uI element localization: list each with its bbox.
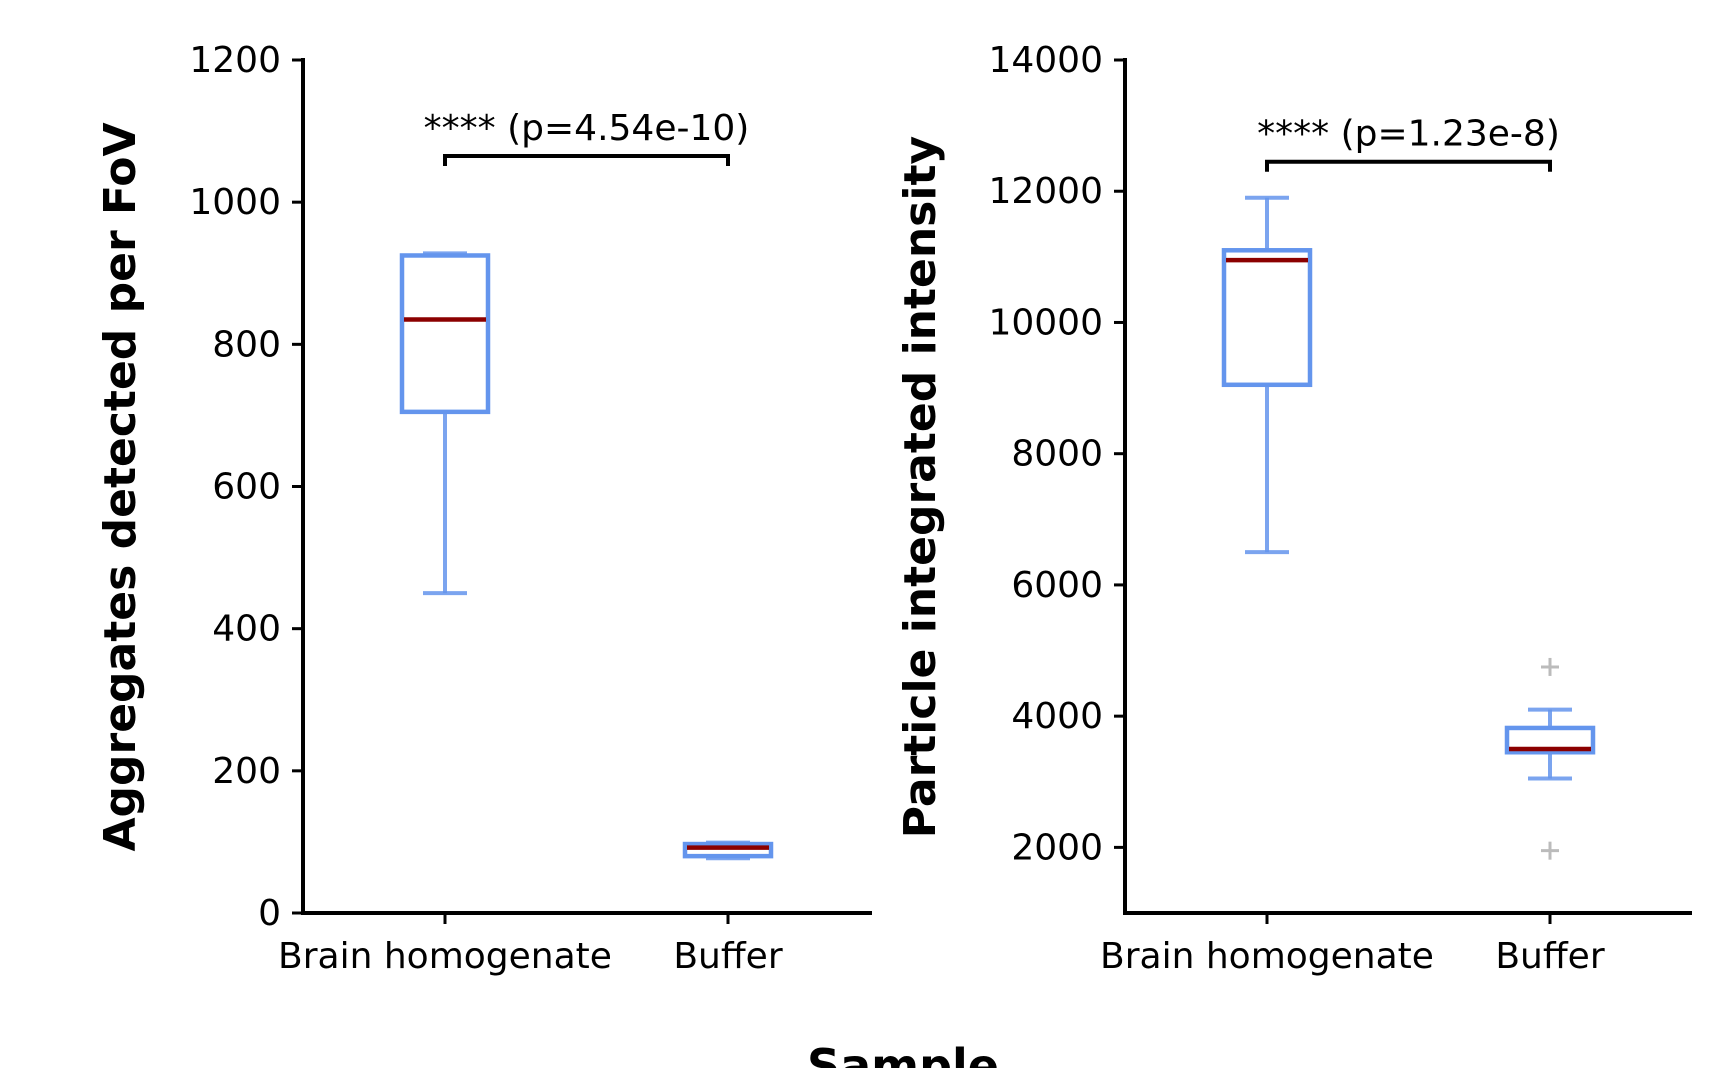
outlier-point bbox=[1541, 657, 1559, 676]
y-tick-label: 4000 bbox=[1011, 696, 1103, 737]
significance-label: **** (p=4.54e-10) bbox=[424, 108, 750, 149]
y-axis-label: Aggregates detected per FoV bbox=[95, 122, 146, 851]
x-tick-label: Brain homogenate bbox=[278, 936, 612, 977]
y-tick-label: 200 bbox=[212, 751, 281, 792]
x-tick-label: Buffer bbox=[1495, 936, 1604, 977]
x-tick-label: Brain homogenate bbox=[1100, 936, 1434, 977]
y-tick-label: 8000 bbox=[1011, 434, 1103, 475]
y-tick-label: 6000 bbox=[1011, 565, 1103, 606]
intensity-panel: 2000 4000 6000 8000 10000 12000 14000 Brain hom… bbox=[895, 40, 1692, 977]
y-tick-label: 600 bbox=[212, 467, 281, 508]
y-tick-label: 1000 bbox=[189, 182, 281, 223]
aggregates-panel: 0 200 400 600 800 1000 1200 Brain homogenate Buf… bbox=[95, 40, 872, 977]
y-tick-label: 10000 bbox=[988, 302, 1103, 343]
box-iqr bbox=[399, 253, 491, 415]
shared-x-axis-label: Sample bbox=[807, 1039, 999, 1068]
outlier-point bbox=[1541, 841, 1559, 860]
box-iqr bbox=[1504, 725, 1596, 755]
significance-bracket bbox=[1265, 159, 1552, 172]
significance-bracket bbox=[443, 153, 730, 166]
y-tick-label: 14000 bbox=[988, 40, 1103, 81]
box-iqr bbox=[1221, 248, 1313, 388]
y-tick-label: 12000 bbox=[988, 171, 1103, 212]
y-tick-label: 400 bbox=[212, 609, 281, 650]
y-tick-label: 800 bbox=[212, 324, 281, 365]
box-iqr bbox=[682, 841, 774, 859]
y-tick-label: 0 bbox=[258, 893, 281, 934]
significance-label: **** (p=1.23e-8) bbox=[1257, 114, 1560, 155]
x-tick-label: Buffer bbox=[673, 936, 782, 977]
y-tick-label: 1200 bbox=[189, 40, 281, 81]
y-axis-label: Particle integrated intensity bbox=[895, 136, 946, 838]
y-tick-label: 2000 bbox=[1011, 827, 1103, 868]
